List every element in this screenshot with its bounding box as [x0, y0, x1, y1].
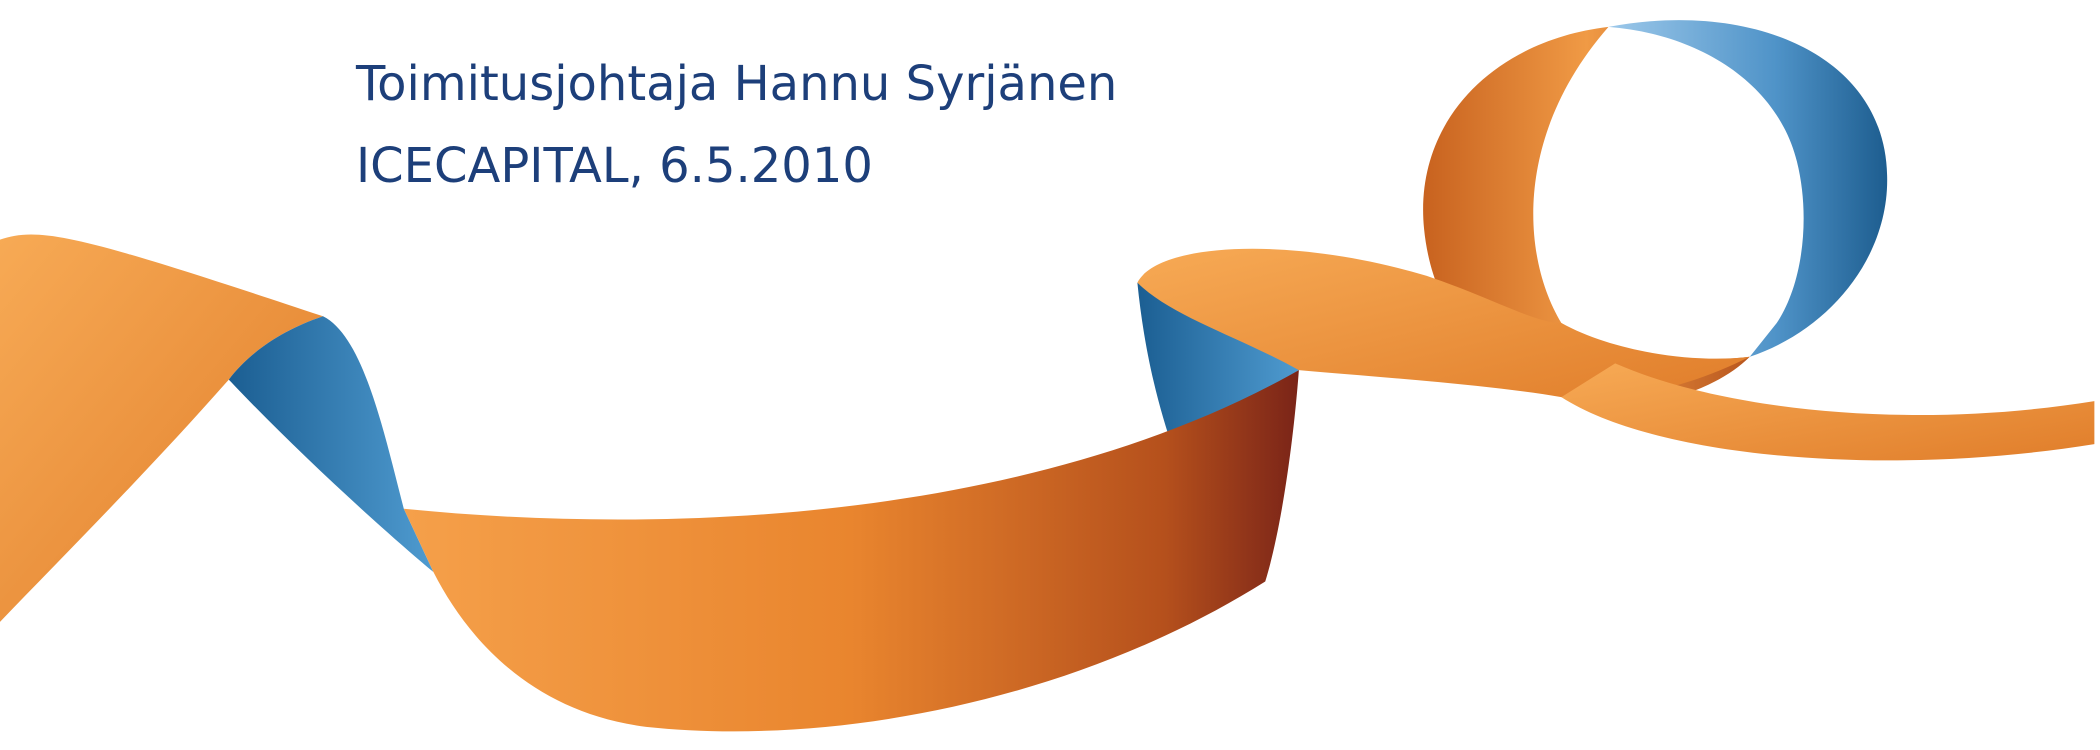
presenter: Toimitusjohtaja Hannu Syrjänen [356, 56, 1118, 112]
ribbon-loop-blue [1608, 20, 1888, 357]
ribbon-fold [228, 316, 434, 573]
ribbon-main [403, 370, 1299, 732]
ribbon-tail [1561, 363, 2095, 461]
event-date: ICECAPITAL, 6.5.2010 [356, 138, 873, 194]
ribbon-blue-mid [1137, 282, 1299, 451]
ribbon-left [0, 234, 324, 622]
ribbon [0, 20, 2095, 732]
ribbon-upper [1137, 248, 1750, 399]
